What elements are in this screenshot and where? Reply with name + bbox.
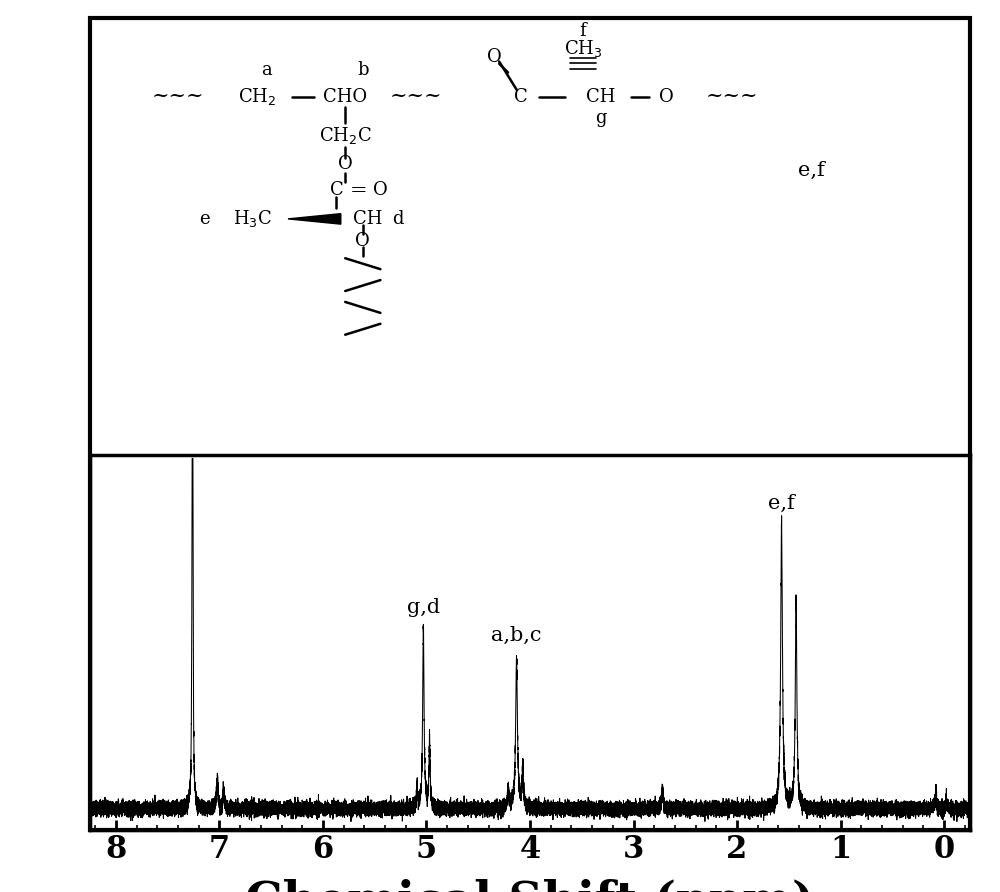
Text: f: f [579,22,586,40]
Text: CHO: CHO [323,87,367,105]
Text: a: a [261,62,271,79]
Text: C: C [330,181,343,200]
Text: g: g [595,110,606,128]
Text: d: d [392,210,404,227]
Text: CH: CH [586,87,615,105]
Text: e: e [199,210,210,227]
Text: C: C [514,87,528,105]
Text: CH$_2$: CH$_2$ [238,86,276,107]
Text: ~~~: ~~~ [152,87,204,106]
Text: =: = [350,181,367,200]
Text: O: O [659,87,674,105]
Text: e,f: e,f [798,161,825,180]
Text: H$_3$C: H$_3$C [233,209,272,229]
Text: O: O [487,48,502,66]
Text: ~~~: ~~~ [706,87,759,106]
Text: a,b,c: a,b,c [491,626,542,645]
Text: CH$_3$: CH$_3$ [564,38,602,59]
Text: CH$_2$C: CH$_2$C [319,126,372,146]
Polygon shape [288,214,341,224]
Text: ~~~: ~~~ [389,87,442,106]
X-axis label: Chemical Shift (ppm): Chemical Shift (ppm) [245,880,815,892]
Text: O: O [373,181,388,200]
Text: O: O [338,155,353,173]
Text: e,f: e,f [768,494,795,513]
Text: O: O [355,232,370,250]
Text: b: b [357,62,369,79]
Text: g,d: g,d [407,598,440,617]
Text: CH: CH [353,210,382,227]
